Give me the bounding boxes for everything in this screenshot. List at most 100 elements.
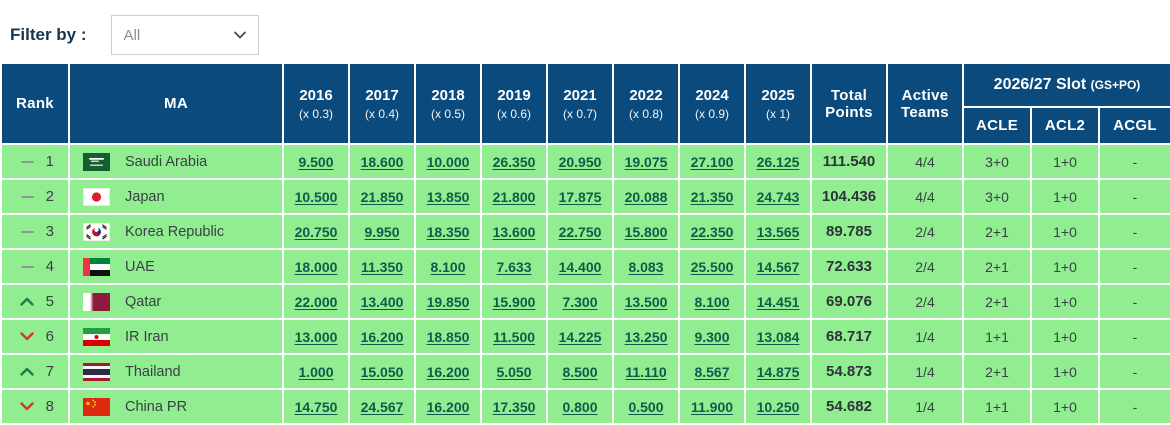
points-link[interactable]: 26.350 — [492, 153, 536, 170]
points-link[interactable]: 16.200 — [360, 328, 404, 345]
points-link[interactable]: 1.000 — [298, 363, 334, 380]
active-teams: 1/4 — [886, 318, 964, 355]
year-column-header: 2024 (x 0.9) — [678, 62, 746, 145]
country-name: UAE — [125, 258, 155, 275]
active-teams: 4/4 — [886, 178, 964, 215]
total-points-column-header: Total Points — [810, 62, 888, 145]
points-link[interactable]: 13.600 — [492, 223, 536, 240]
points-link[interactable]: 13.084 — [756, 328, 800, 345]
points-link[interactable]: 8.567 — [694, 363, 730, 380]
rank-value: 1 — [45, 153, 54, 170]
points-link[interactable]: 14.875 — [756, 363, 800, 380]
slot-group-header: 2026/27 Slot (GS+PO) — [962, 62, 1170, 108]
slot-acgl: - — [1098, 178, 1170, 215]
points-link[interactable]: 10.000 — [426, 153, 470, 170]
flag-ir-icon — [83, 327, 110, 346]
points-link[interactable]: 18.600 — [360, 153, 404, 170]
points-link[interactable]: 8.083 — [628, 258, 664, 275]
points-link[interactable]: 15.800 — [624, 223, 668, 240]
rank-value: 5 — [45, 293, 54, 310]
points-link[interactable]: 8.500 — [562, 363, 598, 380]
points-link[interactable]: 19.075 — [624, 153, 668, 170]
points-link[interactable]: 13.850 — [426, 188, 470, 205]
flag-ae-icon — [83, 257, 110, 276]
points-link[interactable]: 14.567 — [756, 258, 800, 275]
points-link[interactable]: 14.750 — [294, 398, 338, 415]
points-link[interactable]: 27.100 — [690, 153, 734, 170]
points-link[interactable]: 10.250 — [756, 398, 800, 415]
points-link[interactable]: 11.500 — [492, 328, 536, 345]
points-link[interactable]: 16.200 — [426, 363, 470, 380]
points-link[interactable]: 13.250 — [624, 328, 668, 345]
points-link[interactable]: 18.000 — [294, 258, 338, 275]
filter-select[interactable]: All — [110, 15, 259, 55]
points-link[interactable]: 21.800 — [492, 188, 536, 205]
points-link[interactable]: 22.350 — [690, 223, 734, 240]
points-link[interactable]: 19.850 — [426, 293, 470, 310]
points-link[interactable]: 11.350 — [360, 258, 404, 275]
year-multiplier-label: (x 0.9) — [694, 106, 729, 121]
points-link[interactable]: 14.400 — [558, 258, 602, 275]
active-teams: 4/4 — [886, 143, 964, 180]
points-link[interactable]: 24.743 — [756, 188, 800, 205]
total-points: 68.717 — [810, 318, 888, 355]
points-link[interactable]: 0.500 — [628, 398, 664, 415]
points-link[interactable]: 20.950 — [558, 153, 602, 170]
active-teams: 2/4 — [886, 248, 964, 285]
year-multiplier-label: (x 0.6) — [496, 106, 531, 121]
points-link[interactable]: 15.050 — [360, 363, 404, 380]
filter-select-value: All — [123, 26, 141, 44]
points-link[interactable]: 5.050 — [496, 363, 532, 380]
points-link[interactable]: 0.800 — [562, 398, 598, 415]
slot-acl2: 1+0 — [1030, 388, 1100, 425]
points-link[interactable]: 21.350 — [690, 188, 734, 205]
acgl-column-header: ACGL — [1098, 106, 1170, 145]
points-link[interactable]: 13.500 — [624, 293, 668, 310]
points-link[interactable]: 9.950 — [364, 223, 400, 240]
rank-up-icon — [20, 296, 35, 308]
points-link[interactable]: 25.500 — [690, 258, 734, 275]
points-link[interactable]: 11.110 — [625, 363, 667, 380]
points-link[interactable]: 18.850 — [426, 328, 470, 345]
points-link[interactable]: 17.350 — [492, 398, 536, 415]
points-link[interactable]: 8.100 — [694, 293, 730, 310]
rank-value: 2 — [45, 188, 54, 205]
year-column-header: 2018 (x 0.5) — [414, 62, 482, 145]
points-link[interactable]: 11.900 — [690, 398, 734, 415]
points-link[interactable]: 14.451 — [756, 293, 800, 310]
points-link[interactable]: 9.300 — [694, 328, 730, 345]
points-link[interactable]: 20.750 — [294, 223, 338, 240]
points-link[interactable]: 22.000 — [294, 293, 338, 310]
slot-acle: 3+0 — [962, 178, 1032, 215]
filter-label: Filter by : — [10, 25, 87, 44]
points-link[interactable]: 26.125 — [756, 153, 800, 170]
points-link[interactable]: 21.850 — [360, 188, 404, 205]
points-link[interactable]: 16.200 — [426, 398, 470, 415]
points-link[interactable]: 13.400 — [360, 293, 404, 310]
points-link[interactable]: 9.500 — [298, 153, 334, 170]
total-points: 54.873 — [810, 353, 888, 390]
rank-down-icon — [20, 331, 35, 343]
points-link[interactable]: 22.750 — [558, 223, 602, 240]
points-link[interactable]: 20.088 — [624, 188, 668, 205]
points-link[interactable]: 14.225 — [558, 328, 602, 345]
points-link[interactable]: 13.000 — [294, 328, 338, 345]
points-link[interactable]: 13.565 — [756, 223, 800, 240]
points-link[interactable]: 24.567 — [360, 398, 404, 415]
slot-acl2: 1+0 — [1030, 248, 1100, 285]
year-column-header: 2021 (x 0.7) — [546, 62, 614, 145]
country-name: Thailand — [125, 363, 181, 380]
year-label: 2022 — [629, 86, 663, 104]
year-label: 2016 — [299, 86, 333, 104]
points-link[interactable]: 8.100 — [430, 258, 466, 275]
no-change-dash-icon — [20, 191, 35, 203]
points-link[interactable]: 7.300 — [562, 293, 598, 310]
flag-th-icon — [83, 362, 110, 381]
total-points: 89.785 — [810, 213, 888, 250]
points-link[interactable]: 10.500 — [294, 188, 338, 205]
points-link[interactable]: 15.900 — [492, 293, 536, 310]
points-link[interactable]: 7.633 — [496, 258, 532, 275]
points-link[interactable]: 17.875 — [558, 188, 602, 205]
points-link[interactable]: 18.350 — [426, 223, 470, 240]
slot-acgl: - — [1098, 388, 1170, 425]
